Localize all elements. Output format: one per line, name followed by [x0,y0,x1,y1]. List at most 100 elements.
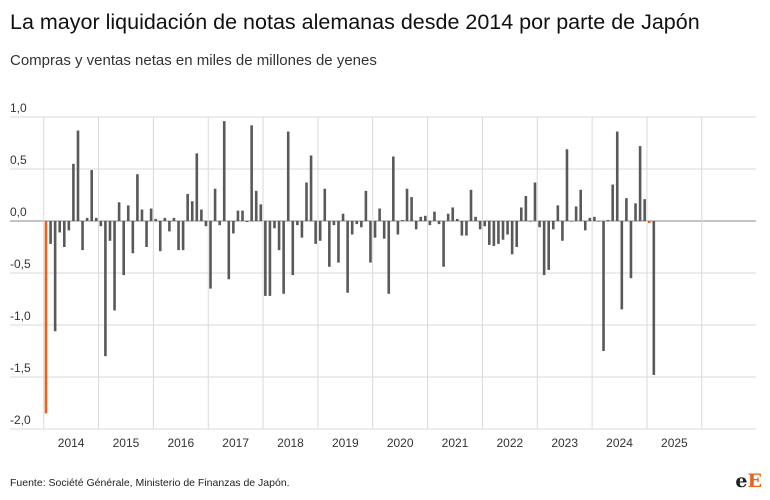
chart-subtitle: Compras y ventas netas en miles de millo… [10,52,377,69]
bar [277,221,281,251]
y-tick-label: -2,0 [10,413,31,427]
bar [346,221,349,293]
bar [350,221,354,235]
bar [291,221,295,276]
bar [615,131,619,221]
bar [542,221,546,276]
x-tick-label: 2014 [58,436,85,450]
chart-grid [10,116,756,430]
bar [647,221,651,224]
bar [154,218,157,221]
bar [163,217,167,221]
bar [424,215,427,221]
bar [58,221,62,233]
bar [620,221,624,310]
bar [414,221,418,230]
bar [634,203,637,221]
bar [652,221,656,375]
bar [638,146,642,221]
bar [478,221,482,230]
bar [44,221,48,414]
bar [328,221,331,267]
bar [387,221,391,294]
bar [126,205,130,221]
x-tick-label: 2018 [277,436,304,450]
bar [437,221,441,225]
bar [446,213,450,221]
x-tick-label: 2021 [442,436,469,450]
bar [597,221,601,222]
bar [606,219,610,221]
bar [469,189,473,221]
bar [593,216,596,221]
bar [168,221,171,232]
bar [529,221,532,222]
bar [314,221,317,244]
bar [131,221,135,254]
bar [190,201,194,221]
bar [158,221,162,252]
y-tick-label: 0,5 [10,153,27,167]
chart-title: La mayor liquidación de notas alemanas d… [10,10,700,34]
bar [227,221,231,280]
bar [460,221,464,236]
bar [259,204,263,221]
bar [515,221,519,247]
bar [268,221,272,296]
x-tick-label: 2022 [497,436,524,450]
bar [574,206,578,221]
x-tick-label: 2025 [661,436,688,450]
bar [136,174,139,221]
bar [561,221,564,241]
bar [332,221,336,226]
bar [273,221,276,229]
bar [318,221,322,241]
y-tick-label: -1,5 [10,361,31,375]
bar [108,221,112,241]
bar [588,217,592,221]
bar [433,211,436,221]
bar [250,125,253,221]
bar [551,221,555,230]
bar [519,207,523,221]
bar [245,221,249,223]
bar [583,221,587,231]
bar [337,221,340,263]
bar [140,209,144,221]
bar [282,221,285,294]
y-tick-label: 1,0 [10,101,27,115]
bar [218,221,221,226]
bar [213,188,217,221]
bar [181,221,185,251]
y-tick-label: 0,0 [10,205,27,219]
bar [483,221,487,227]
bar [392,156,395,221]
bar [99,221,103,227]
y-tick-label: -1,0 [10,309,31,323]
bar [602,221,605,351]
bar [396,221,400,235]
bar [300,221,304,238]
bar [538,221,541,228]
bar [524,196,528,221]
x-tick-label: 2016 [167,436,194,450]
x-tick-label: 2017 [222,436,249,450]
bar [428,221,432,226]
bar [113,221,116,311]
bar [611,184,614,221]
bar [104,221,107,357]
logo-letter-e: e [735,470,748,492]
y-axis-labels: -2,0 -1,5 -1,0 -0,5 0,0 0,5 1,0 [10,101,31,427]
bar [117,202,121,221]
bar [90,170,93,221]
bar [241,210,244,221]
bar [286,131,290,221]
bar [360,221,363,228]
bar [629,221,633,279]
bar [209,221,212,289]
bar [565,149,569,221]
bar [264,221,267,296]
bar [451,207,455,221]
bar [81,221,84,251]
source-note: Fuente: Société Générale, Ministerio de … [10,477,290,489]
